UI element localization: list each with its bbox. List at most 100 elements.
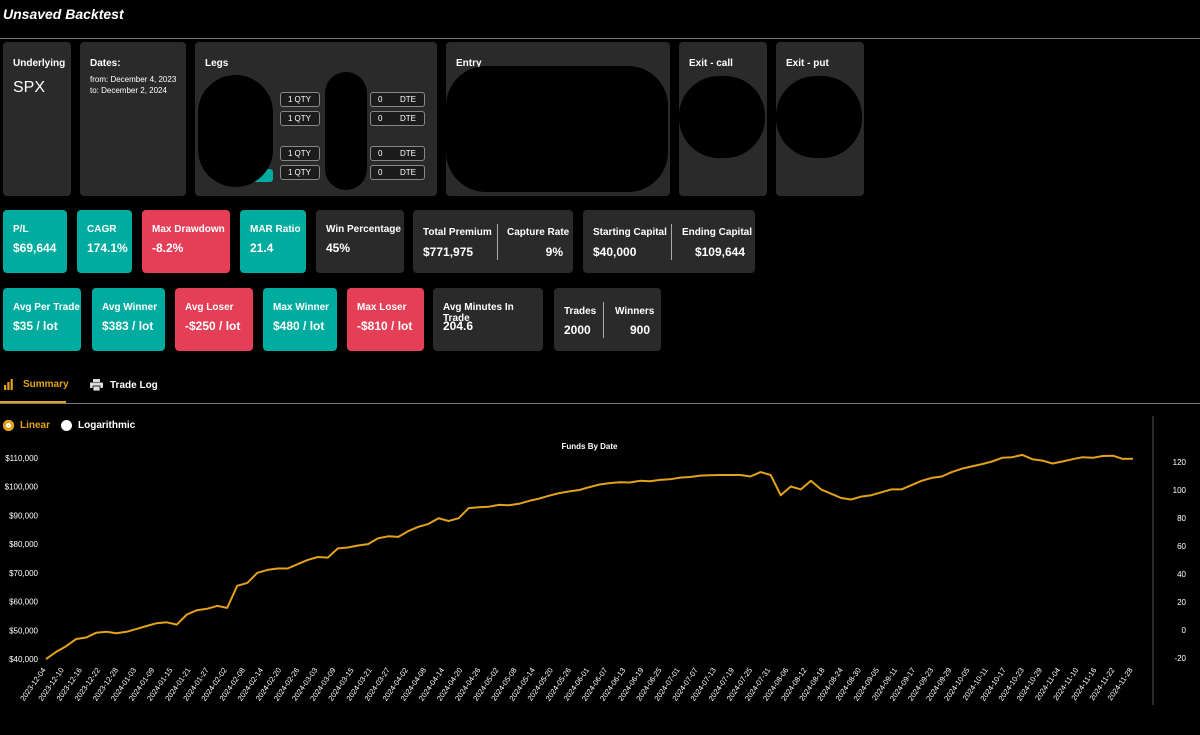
scale-option-linear[interactable]: Linear xyxy=(3,420,50,431)
y-left-tick-label: $110,000 xyxy=(5,454,38,463)
y-left-tick-label: $40,000 xyxy=(9,655,38,664)
y-right-tick-label: 120 xyxy=(1173,458,1187,467)
cagr-label: CAGR xyxy=(87,224,117,235)
y-right-tick-label: 40 xyxy=(1177,570,1186,579)
legs-label: Legs xyxy=(205,58,229,69)
y-left-tick-label: $60,000 xyxy=(9,598,38,607)
tab-trade-log-label: Trade Log xyxy=(110,379,158,391)
mar-ratio-stat: MAR Ratio 21.4 xyxy=(240,210,306,273)
y-left-tick-label: $50,000 xyxy=(9,626,38,635)
radio-unselected-icon xyxy=(61,420,72,431)
y-left-tick-label: $70,000 xyxy=(9,569,38,578)
exit-call-label: Exit - call xyxy=(689,58,733,69)
y-left-tick-label: $80,000 xyxy=(9,540,38,549)
winners-label: Winners xyxy=(615,306,655,317)
avg-per-trade-value: $35 / lot xyxy=(13,319,58,333)
leg-1-dte[interactable]: 0 DTE xyxy=(370,92,425,107)
leg-4-qty[interactable]: 1 QTY xyxy=(280,165,320,180)
capture-rate-value: 9% xyxy=(545,245,563,259)
avg-winner-stat: Avg Winner $383 / lot xyxy=(92,288,165,351)
tab-trade-log[interactable]: Trade Log xyxy=(90,379,158,391)
leg-3-qty[interactable]: 1 QTY xyxy=(280,146,320,161)
y-left-tick-label: $90,000 xyxy=(9,511,38,520)
pl-value: $69,644 xyxy=(13,241,57,255)
max-drawdown-value: -8.2% xyxy=(152,241,184,255)
exit-put-card[interactable]: Exit - put xyxy=(776,42,864,196)
exit-call-card[interactable]: Exit - call xyxy=(679,42,767,196)
max-drawdown-stat: Max Drawdown -8.2% xyxy=(142,210,230,273)
avg-loser-value: -$250 / lot xyxy=(185,319,241,333)
avg-minutes-label: Avg Minutes In Trade xyxy=(443,302,514,324)
underlying-label: Underlying xyxy=(13,58,66,69)
stat-divider xyxy=(497,224,498,260)
y-right-tick-label: 100 xyxy=(1173,486,1187,495)
max-loser-label: Max Loser xyxy=(357,302,407,313)
y-left-tick-label: $100,000 xyxy=(5,483,39,492)
bar-chart-icon xyxy=(4,379,13,390)
avg-winner-label: Avg Winner xyxy=(102,302,158,313)
exit-put-label: Exit - put xyxy=(786,58,829,69)
y-right-tick-label: -20 xyxy=(1174,654,1186,663)
entry-label: Entry xyxy=(456,58,482,69)
underlying-card[interactable]: Underlying SPX xyxy=(3,42,71,196)
redaction-mark xyxy=(198,75,273,187)
ending-capital-label: Ending Capital xyxy=(682,227,752,238)
capital-stat: Starting Capital $40,000 Ending Capital … xyxy=(583,210,755,273)
mar-ratio-label: MAR Ratio xyxy=(250,224,301,235)
total-premium-value: $771,975 xyxy=(423,245,474,259)
max-winner-label: Max Winner xyxy=(273,302,330,313)
y-right-tick-label: 60 xyxy=(1177,542,1186,551)
mar-ratio-value: 21.4 xyxy=(250,241,274,255)
funds-series-line xyxy=(45,453,1134,660)
max-winner-stat: Max Winner $480 / lot xyxy=(263,288,337,351)
ending-capital-value: $109,644 xyxy=(694,245,745,259)
leg-2-dte[interactable]: 0 DTE xyxy=(370,111,425,126)
premium-stat: Total Premium $771,975 Capture Rate 9% xyxy=(413,210,573,273)
avg-minutes-stat: Avg Minutes In Trade 204.6 xyxy=(433,288,543,351)
scale-option-logarithmic[interactable]: Logarithmic xyxy=(61,420,135,431)
entry-card[interactable]: Entry xyxy=(446,42,670,196)
max-winner-value: $480 / lot xyxy=(273,319,325,333)
avg-minutes-value: 204.6 xyxy=(443,319,474,333)
pl-stat: P/L $69,644 xyxy=(3,210,67,273)
leg-1-qty[interactable]: 1 QTY xyxy=(280,92,320,107)
stat-divider xyxy=(603,302,604,338)
capture-rate-label: Capture Rate xyxy=(507,227,570,238)
trades-label: Trades xyxy=(564,306,597,317)
leg-4-dte[interactable]: 0 DTE xyxy=(370,165,425,180)
win-percentage-stat: Win Percentage 45% xyxy=(316,210,404,273)
avg-winner-value: $383 / lot xyxy=(102,319,154,333)
y-right-tick-label: 80 xyxy=(1177,514,1186,523)
avg-loser-stat: Avg Loser -$250 / lot xyxy=(175,288,253,351)
dates-to: to: December 2, 2024 xyxy=(90,86,167,95)
trades-value: 2000 xyxy=(564,323,591,337)
radio-selected-icon xyxy=(3,420,14,431)
pl-label: P/L xyxy=(13,224,29,235)
scale-option-logarithmic-label: Logarithmic xyxy=(78,420,136,431)
legs-card[interactable]: Legs 1 QTY 0 DTE 1 QTY 0 DTE 1 QTY 0 DTE 1 QTY … xyxy=(195,42,437,196)
redaction-mark xyxy=(679,76,765,158)
avg-loser-label: Avg Loser xyxy=(185,302,234,313)
max-loser-value: -$810 / lot xyxy=(357,319,413,333)
chart-title: Funds By Date xyxy=(561,442,618,451)
cagr-value: 174.1% xyxy=(87,241,128,255)
tab-summary[interactable]: Summary xyxy=(4,379,69,390)
tab-divider xyxy=(0,403,1200,404)
win-percentage-value: 45% xyxy=(326,241,351,255)
avg-per-trade-stat: Avg Per Trade $35 / lot xyxy=(3,288,81,351)
leg-2-qty[interactable]: 1 QTY xyxy=(280,111,320,126)
dates-card[interactable]: Dates: from: December 4, 2023 to: Decemb… xyxy=(80,42,186,196)
max-drawdown-label: Max Drawdown xyxy=(152,224,225,235)
tab-summary-label: Summary xyxy=(23,379,69,390)
printer-icon xyxy=(90,379,103,391)
active-tab-indicator xyxy=(0,401,66,403)
leg-3-dte[interactable]: 0 DTE xyxy=(370,146,425,161)
starting-capital-label: Starting Capital xyxy=(593,227,667,238)
redaction-mark xyxy=(776,76,862,158)
max-loser-stat: Max Loser -$810 / lot xyxy=(347,288,424,351)
dates-label: Dates: xyxy=(90,58,121,69)
funds-by-date-chart: Funds By Date $40,000 $50,000 $60,000 $70,00… xyxy=(5,416,1187,705)
starting-capital-value: $40,000 xyxy=(593,245,637,259)
winners-value: 900 xyxy=(629,323,650,337)
trades-winners-stat: Trades 2000 Winners 900 xyxy=(554,288,661,351)
